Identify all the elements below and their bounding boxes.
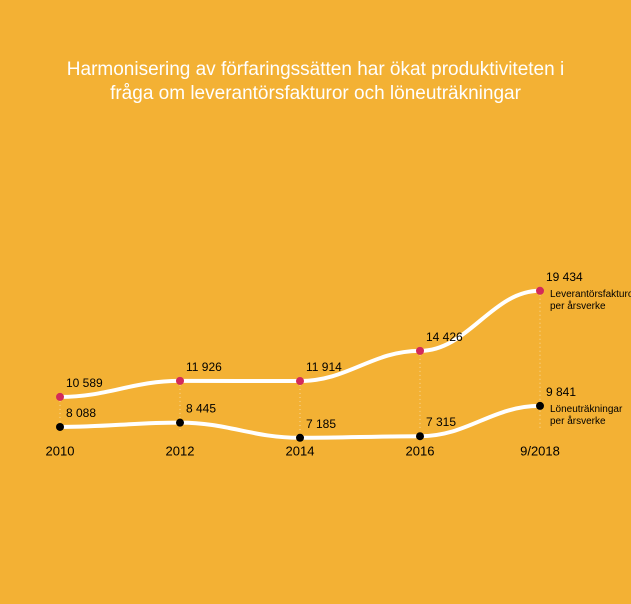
svg-text:10 589: 10 589 <box>66 376 103 390</box>
chart-title: Harmonisering av förfaringssätten har ök… <box>56 58 576 106</box>
svg-text:11 914: 11 914 <box>306 360 342 374</box>
svg-text:2010: 2010 <box>46 444 75 459</box>
svg-text:11 926: 11 926 <box>186 360 222 374</box>
svg-text:19 434: 19 434 <box>546 270 583 284</box>
svg-text:8 088: 8 088 <box>66 406 96 420</box>
svg-text:per årsverke: per årsverke <box>550 300 606 312</box>
svg-text:Leverantörsfakturor: Leverantörsfakturor <box>550 289 631 300</box>
svg-text:2014: 2014 <box>286 444 315 459</box>
svg-text:9/2018: 9/2018 <box>520 444 560 459</box>
svg-text:2016: 2016 <box>406 444 435 459</box>
svg-text:2012: 2012 <box>166 444 195 459</box>
svg-text:7 185: 7 185 <box>306 417 336 431</box>
svg-text:Löneuträkningar: Löneuträkningar <box>550 404 623 415</box>
svg-text:per årsverke: per årsverke <box>550 415 606 427</box>
svg-text:14 426: 14 426 <box>426 330 463 344</box>
svg-text:9 841: 9 841 <box>546 385 576 399</box>
svg-text:8 445: 8 445 <box>186 402 216 416</box>
svg-text:7 315: 7 315 <box>426 415 456 429</box>
